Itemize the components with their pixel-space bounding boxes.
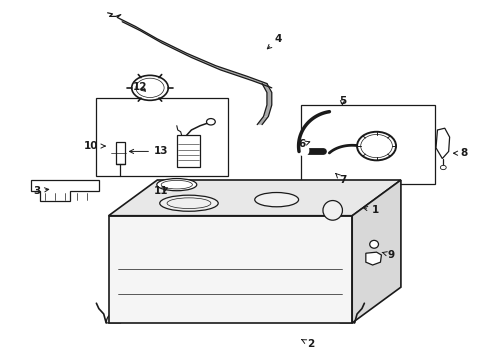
Polygon shape [109,216,352,323]
Ellipse shape [361,134,392,158]
Bar [116,143,124,164]
Ellipse shape [323,201,343,220]
Polygon shape [247,76,272,88]
Text: 12: 12 [133,82,147,92]
Text: 6: 6 [299,139,310,149]
Bar [177,135,200,167]
Ellipse shape [255,193,298,207]
Ellipse shape [136,78,164,98]
Text: 4: 4 [268,34,282,49]
Ellipse shape [357,132,396,160]
Ellipse shape [161,180,193,189]
Polygon shape [267,93,272,105]
Polygon shape [257,116,269,125]
Ellipse shape [160,195,218,211]
Polygon shape [106,288,355,323]
Text: 7: 7 [336,174,346,185]
Text: 8: 8 [454,148,468,158]
Text: 5: 5 [339,96,346,107]
Polygon shape [262,84,272,93]
Bar [97,98,228,176]
Ellipse shape [167,198,211,208]
Polygon shape [135,26,162,43]
Polygon shape [264,105,272,116]
Polygon shape [352,180,401,323]
Ellipse shape [157,179,197,191]
Text: 13: 13 [129,147,169,157]
Text: 9: 9 [382,250,395,260]
Polygon shape [117,18,140,31]
Ellipse shape [441,165,446,170]
Polygon shape [187,53,220,70]
Ellipse shape [370,240,378,248]
Text: 3: 3 [33,186,49,196]
Text: 1: 1 [363,205,379,215]
Polygon shape [366,252,381,265]
Polygon shape [436,128,450,158]
Text: 11: 11 [154,186,169,196]
Text: 2: 2 [302,339,315,349]
Text: 10: 10 [84,141,105,151]
Ellipse shape [132,75,168,100]
Bar [301,105,435,184]
Polygon shape [109,180,401,216]
Polygon shape [216,66,252,81]
Ellipse shape [206,118,215,125]
Polygon shape [157,39,192,58]
Polygon shape [30,180,99,202]
